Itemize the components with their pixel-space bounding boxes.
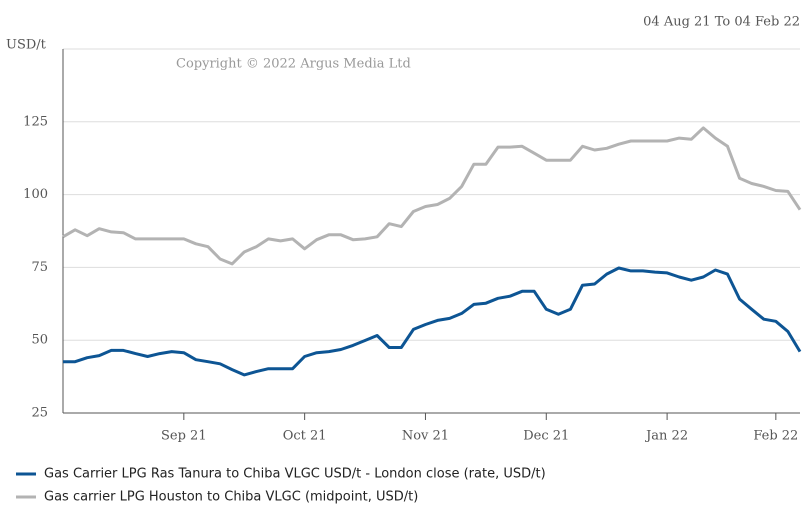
series-line xyxy=(62,126,802,266)
y-tick-label: 25 xyxy=(31,406,48,421)
x-tick-label: Oct 21 xyxy=(283,429,327,444)
x-tick-label: Sep 21 xyxy=(161,429,207,444)
chart-title: 04 Aug 21 To 04 Feb 22 xyxy=(643,15,800,30)
series-line xyxy=(63,266,802,377)
x-tick-label: Nov 21 xyxy=(402,429,449,444)
y-tick-label: 75 xyxy=(31,260,48,275)
x-tick-label: Jan 22 xyxy=(644,429,688,444)
y-tick-label: 100 xyxy=(23,187,48,202)
x-tick-label: Dec 21 xyxy=(523,429,569,444)
y-axis-label: USD/t xyxy=(6,38,47,53)
x-tick-label: Feb 22 xyxy=(753,429,798,444)
legend-label: Gas carrier LPG Houston to Chiba VLGC (m… xyxy=(44,490,418,505)
y-tick-label: 125 xyxy=(23,114,48,129)
legend-label: Gas Carrier LPG Ras Tanura to Chiba VLGC… xyxy=(44,467,546,482)
copyright: Copyright © 2022 Argus Media Ltd xyxy=(176,57,411,72)
y-tick-label: 50 xyxy=(31,333,48,348)
